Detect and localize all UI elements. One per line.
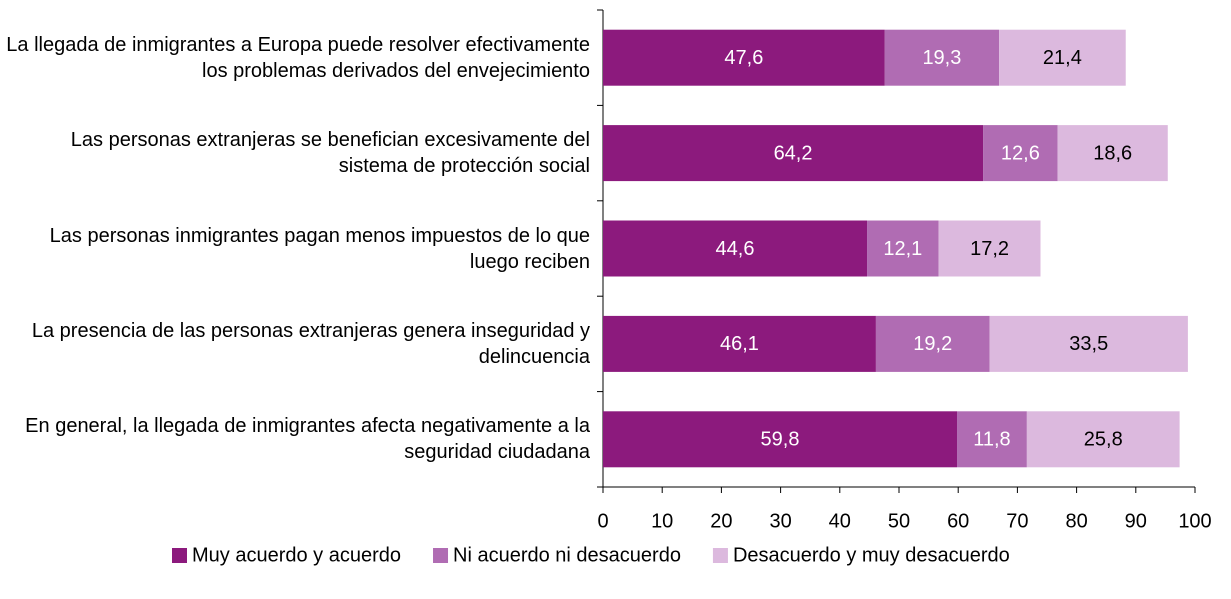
value-label: 19,2: [913, 333, 952, 355]
value-label: 25,8: [1084, 429, 1123, 451]
bar-segment: [989, 315, 1188, 372]
bar-segment: [1026, 411, 1180, 468]
x-tick-label: 90: [1125, 510, 1147, 532]
category-label: La llegada de inmigrantes a Europa puede…: [6, 33, 590, 82]
bar-segment: [957, 411, 1027, 468]
x-tick-label: 60: [947, 510, 969, 532]
x-tick-label: 40: [829, 510, 851, 532]
value-label: 47,6: [724, 47, 763, 69]
bar-segment: [603, 220, 868, 277]
category-label: La presencia de las personas extranjeras…: [31, 319, 590, 368]
bar-segment: [603, 125, 984, 182]
value-label: 44,6: [716, 238, 755, 260]
bar-segment: [603, 315, 876, 372]
value-label: 33,5: [1069, 333, 1108, 355]
x-tick-label: 20: [710, 510, 732, 532]
x-tick-label: 70: [1006, 510, 1028, 532]
bar-segment: [875, 315, 990, 372]
bar-segment: [603, 29, 885, 86]
bar-segment: [867, 220, 939, 277]
category-label: En general, la llegada de inmigrantes af…: [25, 415, 590, 464]
value-label: 46,1: [720, 333, 759, 355]
x-tick-label: 30: [769, 510, 791, 532]
legend-swatch: [172, 548, 187, 563]
value-label: 12,1: [883, 238, 922, 260]
bar-segment: [603, 411, 958, 468]
bar-segment: [938, 220, 1041, 277]
value-label: 17,2: [970, 238, 1009, 260]
category-label: Las personas extranjeras se benefician e…: [70, 129, 590, 178]
bar-segment: [884, 29, 1000, 86]
legend-label: Muy acuerdo y acuerdo: [192, 544, 401, 566]
x-tick-label: 0: [597, 510, 608, 532]
value-label: 21,4: [1043, 47, 1082, 69]
legend-swatch: [712, 548, 728, 563]
value-label: 18,6: [1093, 142, 1132, 164]
value-label: 64,2: [774, 142, 813, 164]
x-tick-label: 100: [1178, 510, 1211, 532]
x-tick-label: 80: [1065, 510, 1087, 532]
bar-segment: [999, 29, 1126, 86]
value-label: 59,8: [761, 429, 800, 451]
value-label: 19,3: [922, 47, 961, 69]
legend-swatch: [433, 548, 449, 563]
value-label: 11,8: [973, 429, 1010, 451]
x-tick-label: 50: [888, 510, 910, 532]
category-label: Las personas inmigrantes pagan menos imp…: [49, 224, 590, 273]
x-tick-label: 10: [651, 510, 673, 532]
bar-segment: [1057, 125, 1168, 182]
legend-label: Desacuerdo y muy desacuerdo: [733, 544, 1010, 566]
value-label: 12,6: [1001, 142, 1040, 164]
legend-label: Ni acuerdo ni desacuerdo: [453, 544, 681, 566]
bar-segment: [983, 125, 1058, 182]
